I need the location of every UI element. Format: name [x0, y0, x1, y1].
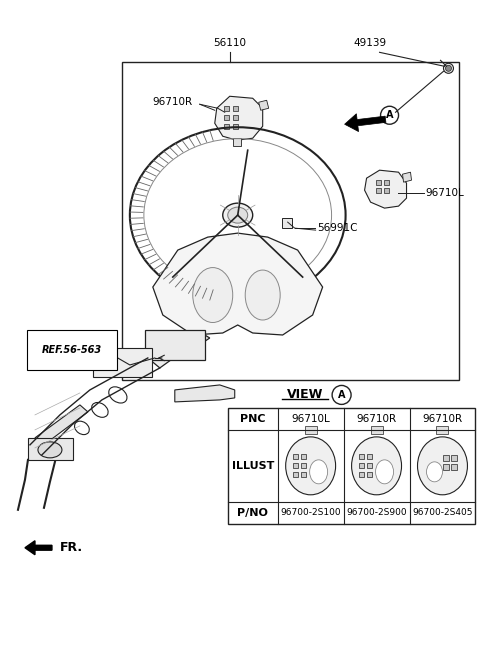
- Polygon shape: [215, 96, 263, 140]
- Text: VIEW: VIEW: [287, 388, 323, 402]
- Bar: [282, 218, 292, 228]
- Bar: [444, 464, 449, 470]
- Bar: [436, 426, 448, 434]
- Bar: [444, 455, 449, 461]
- Text: 49139: 49139: [353, 39, 386, 48]
- Polygon shape: [175, 385, 235, 402]
- Text: P/NO: P/NO: [237, 508, 268, 518]
- Bar: [233, 124, 238, 129]
- Text: A: A: [338, 390, 345, 400]
- Ellipse shape: [223, 203, 252, 227]
- Bar: [375, 180, 381, 185]
- Bar: [300, 463, 306, 468]
- Polygon shape: [35, 405, 88, 445]
- Polygon shape: [365, 170, 407, 208]
- Bar: [375, 188, 381, 193]
- Bar: [452, 464, 457, 470]
- Polygon shape: [403, 172, 411, 182]
- Text: 56110: 56110: [213, 39, 246, 48]
- Polygon shape: [25, 541, 52, 555]
- Bar: [452, 455, 457, 461]
- Text: 96710L: 96710L: [291, 414, 330, 424]
- Bar: [293, 463, 298, 468]
- Ellipse shape: [310, 460, 328, 484]
- Circle shape: [332, 385, 351, 404]
- Bar: [300, 472, 306, 477]
- Bar: [145, 330, 205, 360]
- Bar: [293, 454, 298, 459]
- Ellipse shape: [418, 437, 468, 495]
- Bar: [28, 438, 73, 460]
- Text: A: A: [386, 110, 393, 121]
- Text: 96710L: 96710L: [425, 188, 464, 198]
- Text: PNC: PNC: [240, 414, 265, 424]
- Ellipse shape: [444, 64, 454, 73]
- Bar: [293, 472, 298, 477]
- Circle shape: [445, 66, 452, 71]
- Text: FR.: FR.: [60, 541, 83, 554]
- Text: 96710R: 96710R: [153, 97, 193, 107]
- Ellipse shape: [38, 442, 62, 458]
- Bar: [359, 454, 363, 459]
- Bar: [224, 124, 229, 129]
- Bar: [371, 426, 383, 434]
- Ellipse shape: [351, 437, 402, 495]
- Bar: [384, 188, 388, 193]
- Bar: [228, 408, 476, 524]
- Bar: [233, 115, 238, 121]
- Bar: [384, 180, 388, 185]
- Ellipse shape: [427, 462, 443, 482]
- Text: 96710R: 96710R: [357, 414, 396, 424]
- Text: 96700-2S900: 96700-2S900: [346, 508, 407, 517]
- Text: REF.56-563: REF.56-563: [42, 345, 102, 355]
- Bar: [367, 454, 372, 459]
- Polygon shape: [148, 332, 210, 368]
- Circle shape: [381, 106, 398, 124]
- Text: 96700-2S405: 96700-2S405: [412, 508, 473, 517]
- Bar: [367, 472, 372, 477]
- Ellipse shape: [193, 268, 233, 322]
- Polygon shape: [233, 138, 240, 146]
- Text: 96700-2S100: 96700-2S100: [280, 508, 341, 517]
- Polygon shape: [259, 100, 269, 110]
- Text: 96710R: 96710R: [422, 414, 463, 424]
- Ellipse shape: [228, 207, 248, 223]
- Ellipse shape: [245, 270, 280, 320]
- Bar: [224, 105, 229, 111]
- Ellipse shape: [375, 460, 394, 484]
- Bar: [359, 472, 363, 477]
- Bar: [305, 426, 317, 434]
- Bar: [359, 463, 363, 468]
- Bar: [233, 105, 238, 111]
- Bar: [300, 454, 306, 459]
- Polygon shape: [345, 114, 386, 132]
- Ellipse shape: [286, 437, 336, 495]
- Bar: [367, 463, 372, 468]
- Text: ILLUST: ILLUST: [231, 461, 274, 471]
- Text: 56991C: 56991C: [318, 223, 358, 233]
- FancyBboxPatch shape: [93, 348, 152, 377]
- Bar: [224, 115, 229, 121]
- Polygon shape: [153, 233, 323, 335]
- Bar: [122, 62, 459, 380]
